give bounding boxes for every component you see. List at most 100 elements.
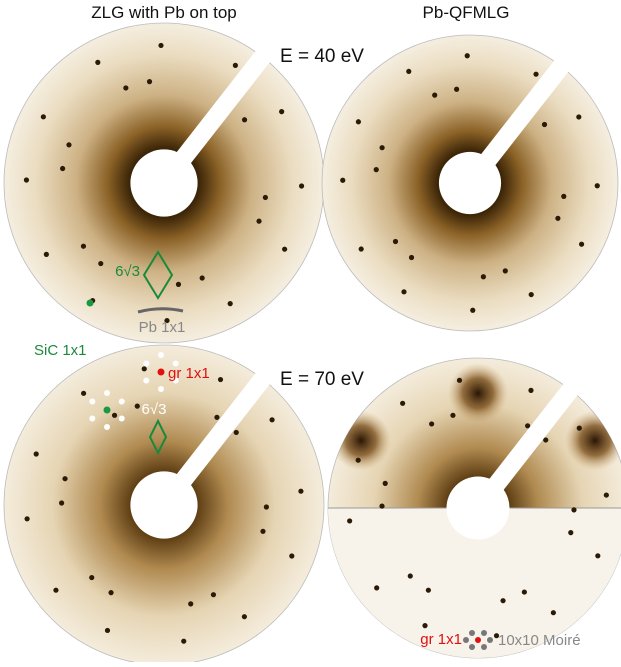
spot: [242, 614, 247, 619]
spot: [81, 244, 86, 249]
intense-spot: [448, 363, 508, 423]
spot: [529, 292, 534, 297]
spot: [450, 413, 455, 418]
spot: [256, 219, 261, 224]
spot: [555, 216, 560, 221]
beam-stop: [130, 471, 197, 538]
spot: [422, 623, 427, 628]
spot: [158, 352, 164, 358]
energy-label: E = 70 eV: [280, 369, 364, 390]
spot: [347, 518, 352, 523]
spot: [98, 261, 103, 266]
spot: [234, 430, 239, 435]
annotation: 6√3: [115, 263, 140, 280]
intense-spot: [331, 411, 391, 471]
leed-panel: [4, 23, 324, 343]
spot: [533, 72, 538, 77]
spot: [475, 637, 481, 643]
spot: [577, 426, 582, 431]
column-title: ZLG with Pb on top: [91, 3, 237, 22]
spot: [264, 504, 269, 509]
spot: [374, 167, 379, 172]
spot: [62, 476, 67, 481]
spot: [481, 644, 487, 650]
spot: [34, 451, 39, 456]
beam-stop: [130, 149, 197, 216]
spot: [356, 119, 361, 124]
spot: [200, 275, 205, 280]
spot: [432, 93, 437, 98]
spot: [214, 415, 219, 420]
spot: [380, 145, 385, 150]
spot: [595, 183, 600, 188]
spot: [89, 399, 95, 405]
column-title: Pb-QFMLG: [423, 3, 510, 22]
spot: [522, 589, 527, 594]
spot: [406, 69, 411, 74]
spot: [59, 500, 64, 505]
spot: [576, 114, 581, 119]
spot: [595, 553, 600, 558]
spot: [123, 85, 128, 90]
spot: [470, 308, 475, 313]
spot: [89, 575, 94, 580]
spot: [551, 610, 556, 615]
spot: [481, 274, 486, 279]
spot: [481, 630, 487, 636]
spot: [66, 142, 71, 147]
spot: [228, 301, 233, 306]
annotation: SiC 1x1: [34, 342, 87, 359]
spot: [409, 255, 414, 260]
spot: [242, 117, 247, 122]
spot: [340, 178, 345, 183]
spot: [571, 507, 576, 512]
spot: [374, 585, 379, 590]
spot: [158, 43, 163, 48]
spot: [119, 399, 125, 405]
spot: [158, 386, 164, 392]
spot: [135, 404, 140, 409]
spot: [95, 60, 100, 65]
spot: [528, 388, 533, 393]
spot: [81, 391, 86, 396]
spot: [469, 644, 475, 650]
spot: [503, 268, 508, 273]
spot: [379, 504, 384, 509]
spot: [104, 424, 110, 430]
spot: [89, 416, 95, 422]
spot: [604, 492, 609, 497]
spot: [147, 79, 152, 84]
spot: [119, 416, 125, 422]
beam-stop: [447, 477, 510, 540]
spot: [181, 639, 186, 644]
spot: [143, 361, 149, 367]
spot: [218, 377, 223, 382]
spot: [298, 489, 303, 494]
annotation: gr 1x1: [168, 365, 210, 382]
leed-panels: [4, 23, 621, 662]
spot: [561, 194, 566, 199]
sic-spot: [87, 300, 94, 307]
spot: [500, 598, 505, 603]
spot: [408, 573, 413, 578]
spot: [542, 122, 547, 127]
spot: [400, 401, 405, 406]
spot: [465, 53, 470, 58]
spot: [211, 592, 216, 597]
spot: [263, 195, 268, 200]
leed-panel: [328, 358, 621, 658]
spot: [104, 390, 110, 396]
spot: [454, 87, 459, 92]
spot: [359, 246, 364, 251]
spot: [233, 63, 238, 68]
spot: [260, 529, 265, 534]
spot: [143, 378, 149, 384]
spot: [108, 590, 113, 595]
spot: [105, 628, 110, 633]
spot: [104, 407, 111, 414]
figure: ZLG with Pb on top Pb-QFMLG E = 40 eV E …: [0, 0, 621, 662]
spot: [24, 516, 29, 521]
spot: [401, 289, 406, 294]
spot: [426, 588, 431, 593]
spot: [269, 417, 274, 422]
